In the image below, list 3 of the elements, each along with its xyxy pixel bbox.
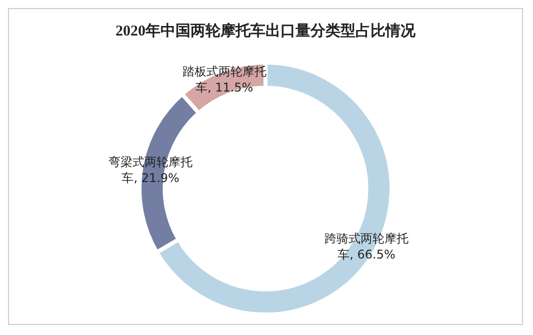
slice-label: 跨骑式两轮摩托车, 66.5% [324,231,408,262]
slice-label: 踏板式两轮摩托车, 11.5% [182,64,266,95]
chart-title: 2020年中国两轮摩托车出口量分类型占比情况 [116,22,416,40]
